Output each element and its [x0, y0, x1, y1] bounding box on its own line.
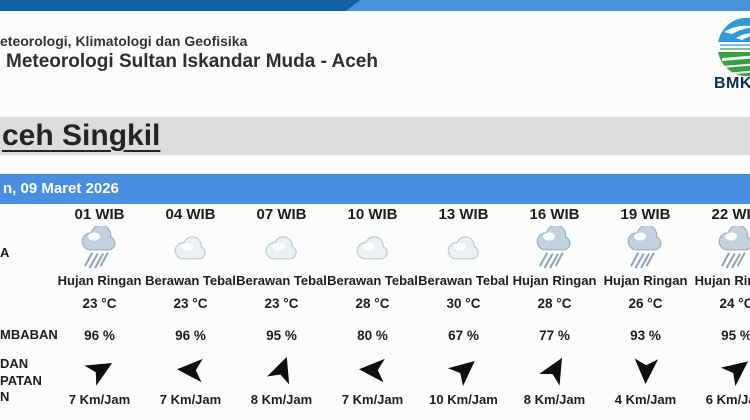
rain-icon — [626, 226, 662, 269]
forecast-column: 19 WIB Hujan Ringan 26 °C 93 % 4 Km/Jam — [600, 204, 691, 410]
weather-icon — [353, 226, 393, 270]
weather-icon — [78, 226, 122, 270]
time-label: 13 WIB — [438, 206, 489, 223]
weather-icon — [715, 226, 750, 270]
humidity-value: 77 % — [539, 328, 570, 343]
top-ribbon-dark-segment — [0, 0, 360, 11]
wind-speed-value: 7 Km/Jam — [159, 392, 222, 407]
row-label-humidity: MBABAN — [0, 327, 58, 342]
bmkg-logo-text: BMKG — [714, 75, 750, 92]
humidity-value: 96 % — [84, 328, 115, 343]
rain-icon — [717, 226, 750, 269]
time-label: 19 WIB — [620, 206, 671, 223]
humidity-value: 96 % — [175, 328, 206, 343]
condition-label: Berawan Tebal — [236, 273, 327, 288]
wind-speed-value: 10 Km/Jam — [429, 392, 498, 407]
wind-speed-value: 7 Km/Jam — [68, 392, 131, 407]
wind-direction-arrow — [357, 350, 389, 390]
forecast-column: 04 WIB Berawan Tebal 23 °C 96 % 7 Km/Jam — [145, 204, 236, 410]
time-label: 16 WIB — [529, 206, 580, 223]
dart-icon — [357, 357, 385, 383]
wind-speed-value: 8 Km/Jam — [250, 392, 313, 407]
weather-icon — [533, 226, 577, 270]
weather-icon — [624, 226, 668, 270]
time-label: 10 WIB — [347, 206, 398, 223]
wind-direction-arrow — [175, 350, 207, 390]
condition-label: Hujan Ringan — [512, 273, 597, 288]
temperature-value: 23 °C — [173, 296, 208, 311]
condition-label: Hujan Ringan — [694, 273, 750, 288]
dart-icon — [83, 352, 118, 386]
row-label-wind: DAN PATAN N — [0, 356, 42, 404]
wind-speed-value: 4 Km/Jam — [614, 392, 677, 407]
humidity-value: 80 % — [357, 328, 388, 343]
dart-icon — [720, 352, 750, 387]
forecast-column: 13 WIB Berawan Tebal 30 °C 67 % 10 Km/Ja… — [418, 204, 509, 410]
temperature-value: 28 °C — [537, 296, 572, 311]
temperature-value: 30 °C — [446, 296, 481, 311]
condition-label: Berawan Tebal — [145, 273, 236, 288]
wind-direction-arrow — [83, 350, 118, 390]
wind-direction-arrow — [630, 350, 662, 390]
date-bar: n, 09 Maret 2026 — [0, 174, 750, 204]
time-label: 04 WIB — [165, 206, 216, 223]
cloud-icon — [447, 236, 479, 260]
forecast-column: 10 WIB Berawan Tebal 28 °C 80 % 7 Km/Jam — [327, 204, 418, 410]
condition-label: Hujan Ringan — [57, 273, 142, 288]
cloud-icon — [174, 236, 206, 260]
forecast-column: 07 WIB Berawan Tebal 23 °C 95 % 8 Km/Jam — [236, 204, 327, 410]
humidity-value: 95 % — [721, 328, 750, 343]
weather-icon — [262, 226, 302, 270]
wind-direction-arrow — [447, 350, 482, 390]
rain-icon — [80, 226, 116, 269]
cloud-icon — [265, 236, 297, 260]
temperature-value: 28 °C — [355, 296, 390, 311]
temperature-value: 23 °C — [264, 296, 299, 311]
date-text: n, 09 Maret 2026 — [3, 180, 119, 197]
wind-speed-value: 8 Km/Jam — [523, 392, 586, 407]
forecast-column: 22 WIB Hujan Ringan 24 °C 95 % 6 Km/Jam — [691, 204, 750, 410]
condition-label: Hujan Ringan — [603, 273, 688, 288]
wind-direction-arrow — [538, 350, 572, 390]
weather-icon — [171, 226, 211, 270]
temperature-value: 23 °C — [82, 296, 117, 311]
condition-label: Berawan Tebal — [418, 273, 509, 288]
dart-icon — [538, 352, 572, 386]
time-label: 22 WIB — [711, 206, 750, 223]
region-title-band: ceh Singkil — [0, 117, 750, 155]
rain-icon — [535, 226, 571, 269]
bmkg-logo-icon — [716, 16, 750, 78]
top-ribbon — [0, 0, 750, 11]
dart-icon — [175, 357, 203, 383]
condition-label: Berawan Tebal — [327, 273, 418, 288]
forecast-table: 01 WIB Hujan Ringan 23 °C 96 % 7 Km/Jam … — [54, 204, 750, 410]
dart-icon — [447, 352, 482, 387]
humidity-value: 95 % — [266, 328, 297, 343]
humidity-value: 67 % — [448, 328, 479, 343]
region-title: ceh Singkil — [2, 119, 161, 152]
temperature-value: 26 °C — [628, 296, 663, 311]
forecast-column: 01 WIB Hujan Ringan 23 °C 96 % 7 Km/Jam — [54, 204, 145, 410]
time-label: 01 WIB — [74, 206, 125, 223]
cloud-icon — [356, 236, 388, 260]
wind-speed-value: 6 Km/Jam — [705, 392, 750, 407]
time-label: 07 WIB — [256, 206, 307, 223]
forecast-column: 16 WIB Hujan Ringan 28 °C 77 % 8 Km/Jam — [509, 204, 600, 410]
wind-direction-arrow — [266, 350, 298, 390]
weather-icon — [444, 226, 484, 270]
wind-speed-value: 7 Km/Jam — [341, 392, 404, 407]
row-label-weather: A — [0, 245, 10, 260]
humidity-value: 93 % — [630, 328, 661, 343]
dart-icon — [633, 358, 658, 385]
dart-icon — [266, 352, 298, 385]
station-name-line: Meteorologi Sultan Iskandar Muda - Aceh — [6, 51, 378, 72]
agency-name-line: eteorologi, Klimatologi dan Geofisika — [0, 33, 248, 49]
wind-direction-arrow — [720, 350, 750, 390]
temperature-value: 24 °C — [719, 296, 750, 311]
